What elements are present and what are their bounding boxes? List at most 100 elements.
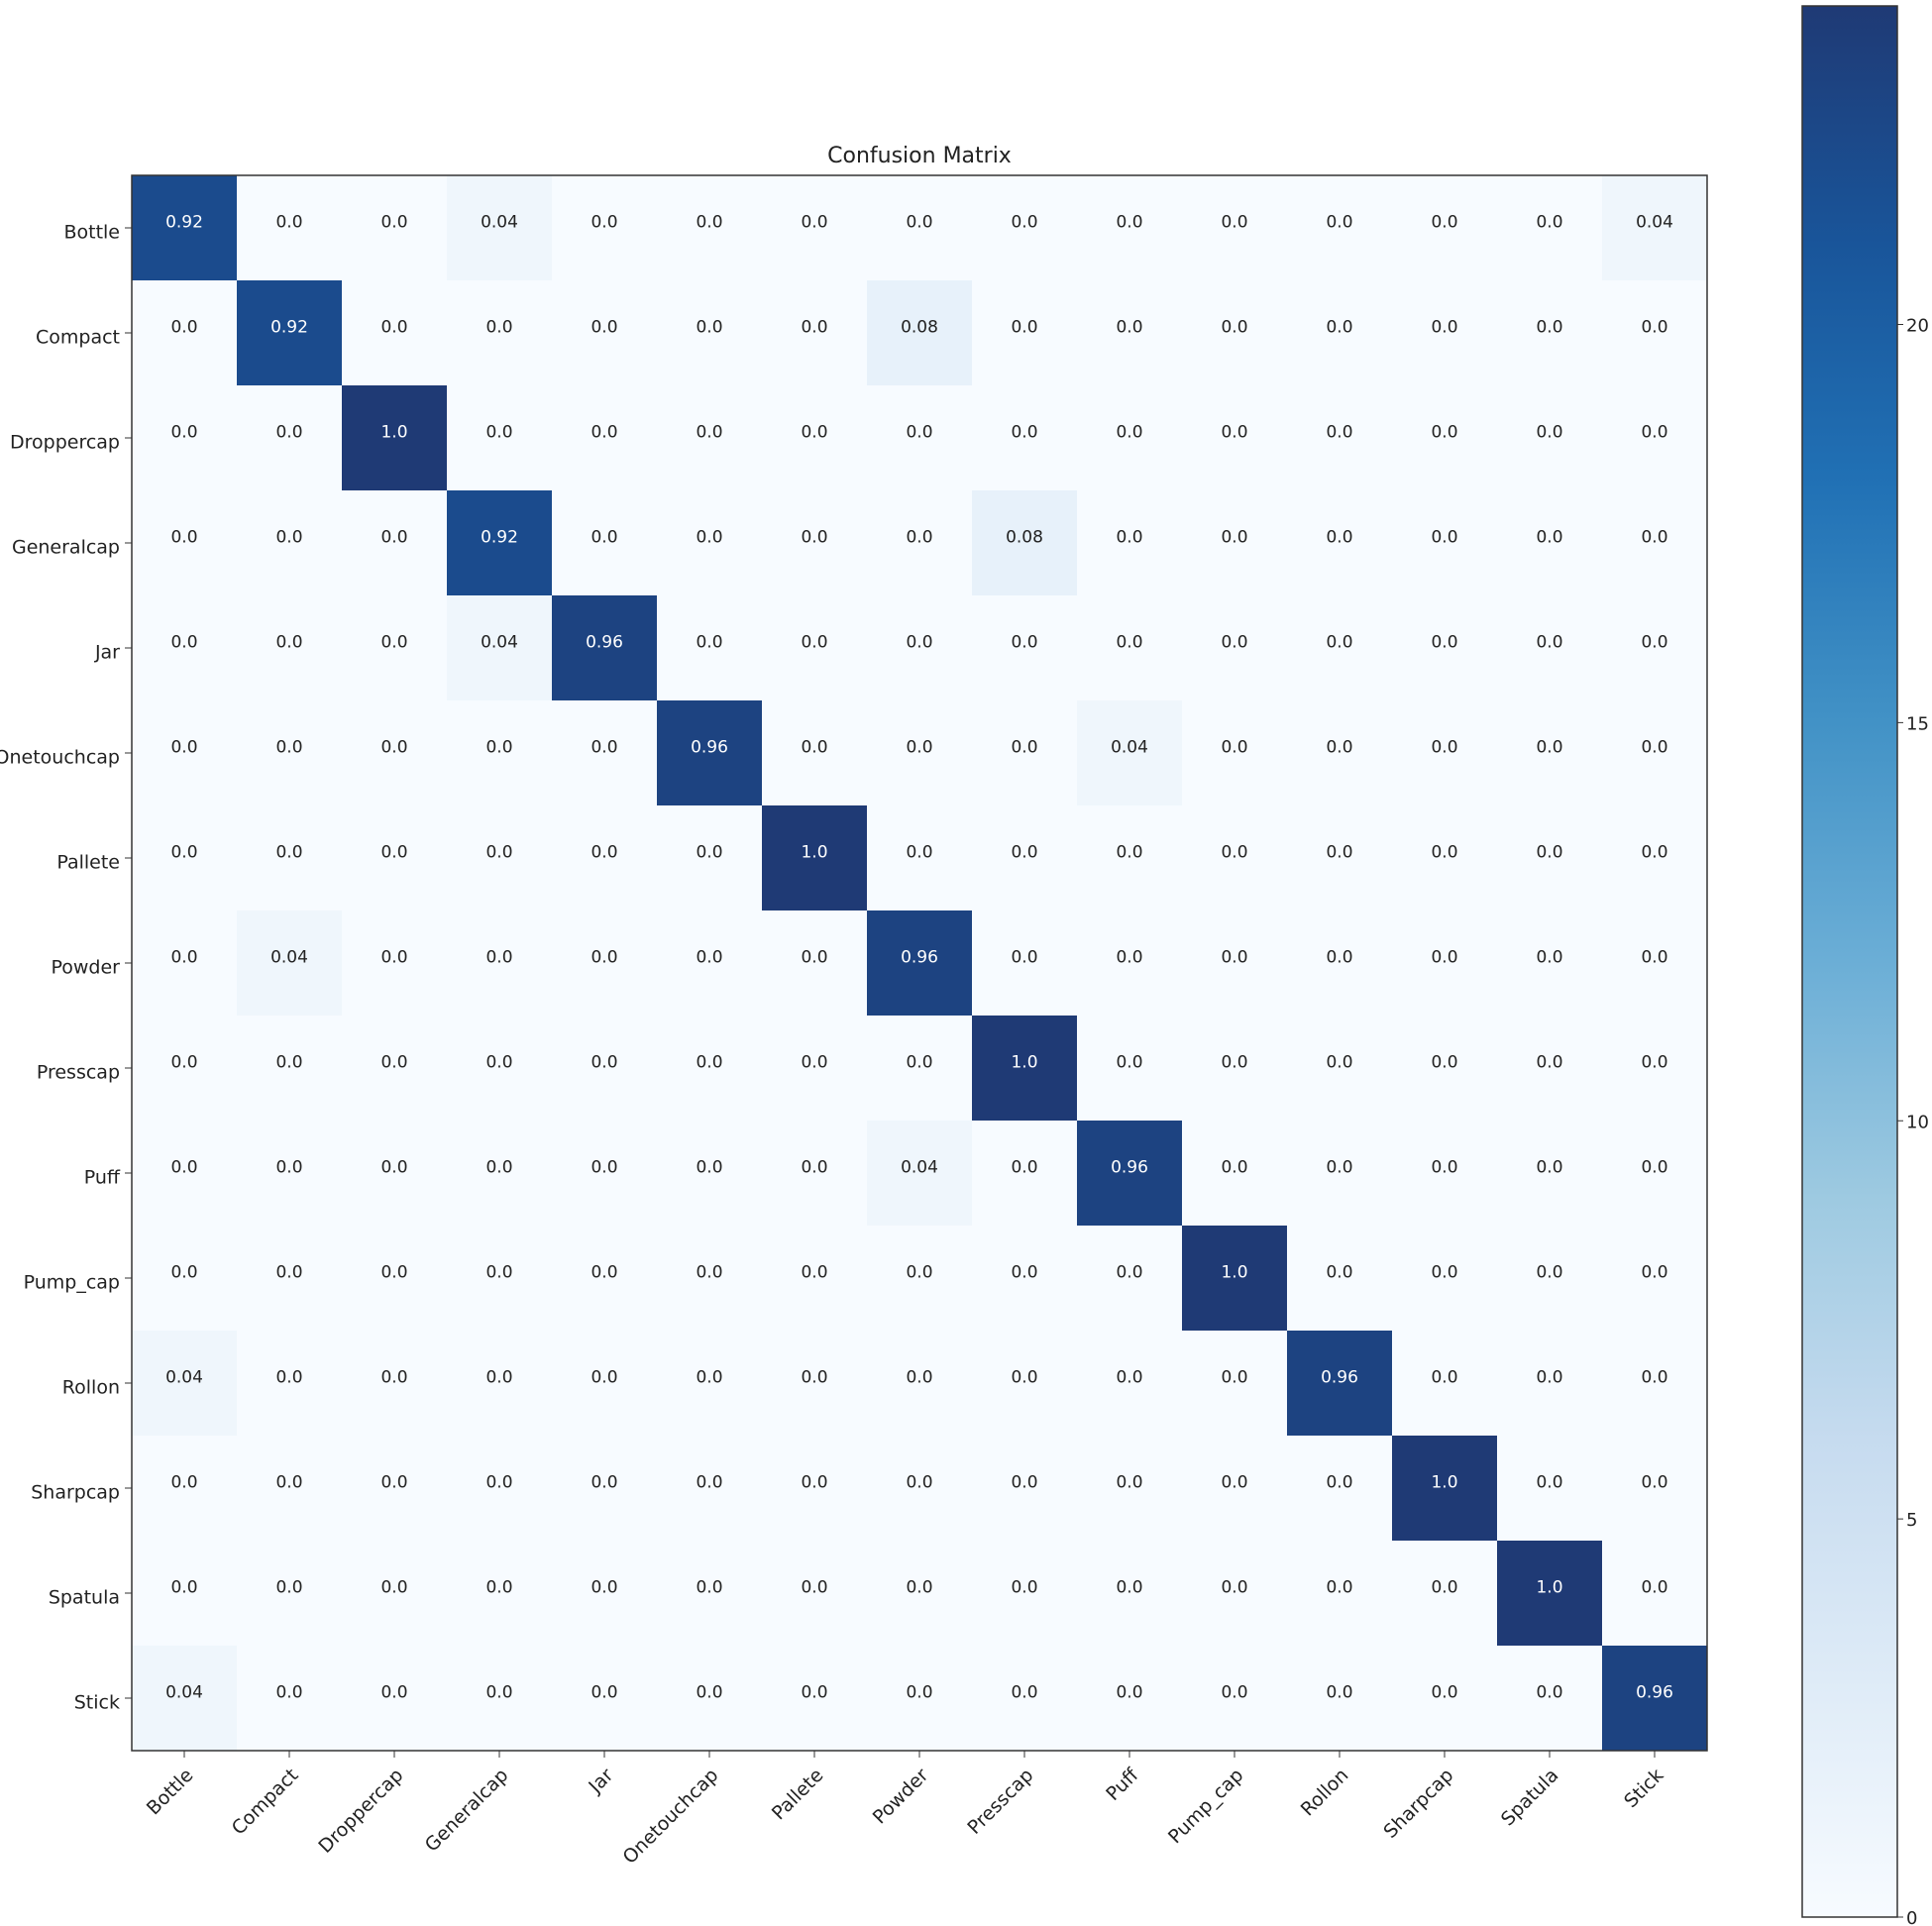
heatmap-cell [342,1541,448,1647]
x-tick-label: Bottle [143,1765,198,1820]
cell-label: 0.0 [801,423,827,443]
heatmap-cell [237,805,343,911]
heatmap-cell [552,385,658,491]
cell-label: 0.0 [906,1263,932,1283]
cell-label: 0.0 [1011,423,1037,443]
cell-label: 0.0 [275,1263,302,1283]
heatmap-cell [1392,490,1498,596]
cell-label: 0.0 [170,633,197,653]
heatmap-cell [867,1541,973,1647]
heatmap-cell [1602,385,1708,491]
heatmap-cell [1392,1541,1498,1647]
cell-label: 0.0 [1326,1053,1352,1073]
x-tick-label: Pump_cap [1164,1765,1247,1848]
cell-label: 0.0 [1431,633,1457,653]
heatmap-cell [1182,175,1288,281]
cell-label: 0.0 [1116,948,1142,968]
heatmap-cell [1077,280,1183,386]
heatmap-cell [1287,1016,1393,1122]
cell-label: 0.04 [165,1368,203,1388]
heatmap-cell [1287,1646,1393,1752]
cell-label: 0.0 [485,1578,512,1598]
heatmap-cell [552,175,658,281]
heatmap-cell [657,1646,763,1752]
heatmap-cell [1182,1121,1288,1227]
heatmap-cell [552,1541,658,1647]
heatmap-cell [1077,1016,1183,1122]
cell-label: 0.0 [801,633,827,653]
heatmap-cell [762,805,868,911]
cell-label: 0.0 [1431,1578,1457,1598]
cell-label: 0.0 [696,213,722,233]
x-tick-label: Compact [228,1765,303,1840]
heatmap-cell [342,385,448,491]
cell-label: 0.0 [1221,633,1247,653]
cell-label: 0.0 [696,1368,722,1388]
cell-label: 0.0 [1221,1473,1247,1493]
heatmap-cell [1497,700,1603,806]
cell-label: 0.0 [1431,1368,1457,1388]
heatmap-cell [657,490,763,596]
heatmap-cell [762,700,868,806]
cell-label: 0.0 [1536,843,1562,863]
heatmap-cell [1497,1016,1603,1122]
cell-label: 0.0 [801,318,827,338]
heatmap-cell [1077,805,1183,911]
cell-label: 0.0 [906,1053,932,1073]
cell-label: 0.0 [1011,1158,1037,1178]
cell-label: 0.0 [485,738,512,758]
heatmap-cell [447,700,553,806]
heatmap-cell [762,280,868,386]
cell-label: 0.04 [165,1683,203,1703]
heatmap-cell [447,910,553,1016]
cell-label: 0.0 [170,1578,197,1598]
heatmap-cell [1392,910,1498,1016]
heatmap-cell [867,700,973,806]
heatmap-cell [447,1121,553,1227]
heatmap-cell [657,1016,763,1122]
cell-label: 0.0 [1326,423,1352,443]
x-tick-label: Pallete [768,1765,828,1825]
cell-label: 0.0 [1641,633,1667,653]
heatmap-cell [867,1436,973,1542]
cell-label: 0.0 [1536,1368,1562,1388]
heatmap-cell [1077,490,1183,596]
cell-label: 0.0 [1221,213,1247,233]
cell-label: 0.0 [275,843,302,863]
heatmap-cell [237,1016,343,1122]
cell-label: 0.0 [590,1473,617,1493]
heatmap-cell [972,280,1078,386]
heatmap-cell [1287,1226,1393,1332]
x-tick-label: Droppercap [314,1765,407,1858]
heatmap-cell [762,490,868,596]
cell-label: 0.0 [1326,633,1352,653]
heatmap-cell [1077,1541,1183,1647]
heatmap-cell [132,1541,238,1647]
cell-label: 0.0 [380,1683,407,1703]
heatmap-cell [1182,700,1288,806]
heatmap-cell [657,1331,763,1437]
heatmap-cell [972,1646,1078,1752]
cell-label: 0.0 [275,738,302,758]
cell-label: 0.0 [1011,1578,1037,1598]
cell-label: 1.0 [1431,1473,1457,1493]
cell-label: 0.0 [485,1683,512,1703]
heatmap-cell [972,175,1078,281]
heatmap-cell [1392,1121,1498,1227]
cell-label: 0.0 [590,528,617,548]
cell-label: 0.0 [590,843,617,863]
heatmap-cell [1077,1436,1183,1542]
cell-label: 0.0 [1536,423,1562,443]
cell-label: 0.0 [380,948,407,968]
heatmap-cell [762,385,868,491]
cell-label: 0.0 [801,1158,827,1178]
heatmap-cell [1287,595,1393,701]
cell-label: 0.0 [170,738,197,758]
cell-label: 0.96 [1111,1158,1148,1178]
heatmap-cell [1182,805,1288,911]
cell-label: 0.0 [1431,318,1457,338]
heatmap-cell [1287,175,1393,281]
heatmap-cell [237,1226,343,1332]
colorbar-tick-label: 0 [1906,1908,1917,1926]
heatmap-cell [1077,385,1183,491]
